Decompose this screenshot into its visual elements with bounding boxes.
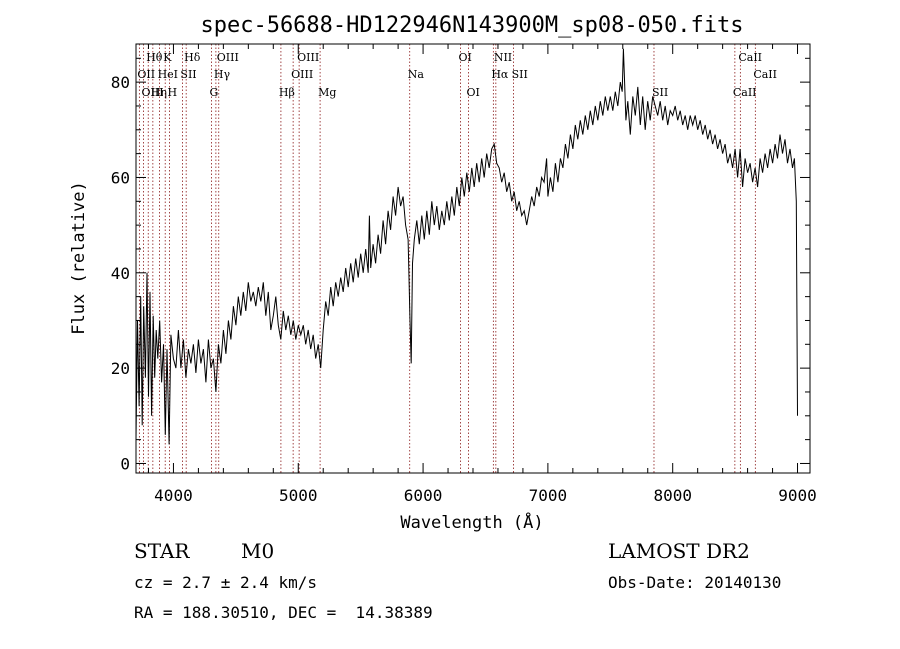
x-axis-ticks: 4000 5000 6000 7000 8000 9000 — [147, 44, 817, 505]
line-label-21: SII — [512, 68, 528, 81]
x-tick-label: 6000 — [404, 486, 443, 505]
y-axis-ticks: 0 20 40 60 80 — [111, 57, 810, 473]
x-tick-label: 9000 — [778, 486, 817, 505]
object-subclass: M0 — [241, 539, 275, 563]
line-label-16: Na — [408, 68, 425, 81]
object-class: STAR — [134, 539, 190, 563]
y-tick-label: 80 — [111, 73, 130, 92]
line-label-1: OII — [137, 68, 155, 81]
y-tick-label: 20 — [111, 359, 130, 378]
line-label-20: Hα — [491, 68, 509, 81]
emission-line-markers — [138, 44, 756, 473]
x-axis-label: Wavelength (Å) — [400, 511, 543, 533]
line-label-9: OIII — [217, 51, 239, 64]
line-label-13: OIII — [291, 68, 313, 81]
line-label-4: K — [163, 51, 172, 64]
line-label-8: Hδ — [184, 51, 201, 64]
line-label-18: OI — [467, 86, 480, 99]
y-axis-label: Flux (relative) — [69, 181, 89, 335]
line-label-23: CaII — [738, 51, 762, 64]
x-tick-label: 4000 — [154, 486, 193, 505]
line-label-2: OIII — [141, 86, 163, 99]
line-label-10: Hγ — [214, 68, 231, 81]
line-label-14: Hβ — [279, 86, 295, 99]
sky-coordinates: RA = 188.30510, DEC = 14.38389 — [134, 603, 433, 622]
observation-date: Obs-Date: 20140130 — [608, 573, 782, 592]
chart-title: spec-56688-HD122946N143900M_sp08-050.fit… — [200, 13, 743, 38]
line-label-25: CaII — [733, 86, 757, 99]
line-label-15: Mg — [318, 86, 336, 99]
line-label-6: H — [167, 86, 177, 99]
line-label-7: SII — [180, 68, 196, 81]
survey-name: LAMOST DR2 — [608, 539, 750, 563]
x-tick-label: 7000 — [529, 486, 568, 505]
line-label-11: G — [210, 86, 219, 99]
redshift-cz: cz = 2.7 ± 2.4 km/s — [134, 573, 318, 592]
line-label-17: OI — [459, 51, 472, 64]
line-label-22: SII — [652, 86, 668, 99]
line-label-24: CaII — [753, 68, 777, 81]
plot-frame — [135, 43, 811, 474]
y-tick-label: 60 — [111, 168, 130, 187]
y-tick-label: 0 — [120, 454, 130, 473]
line-label-0: Hθ — [146, 51, 163, 64]
x-tick-label: 5000 — [279, 486, 318, 505]
x-tick-label: 8000 — [653, 486, 692, 505]
line-label-12: OIII — [297, 51, 319, 64]
spectrum-line — [135, 48, 798, 445]
line-label-3: Hη — [151, 86, 167, 99]
line-label-19: NII — [494, 51, 512, 64]
y-tick-label: 40 — [111, 264, 130, 283]
line-label-5: HeI — [158, 68, 178, 81]
